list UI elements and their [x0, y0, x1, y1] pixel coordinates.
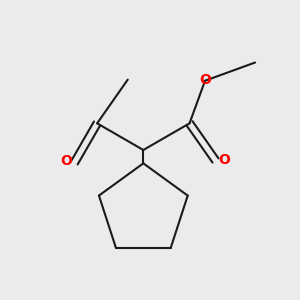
Text: O: O	[199, 73, 211, 87]
Text: O: O	[218, 154, 230, 167]
Text: O: O	[60, 154, 72, 168]
